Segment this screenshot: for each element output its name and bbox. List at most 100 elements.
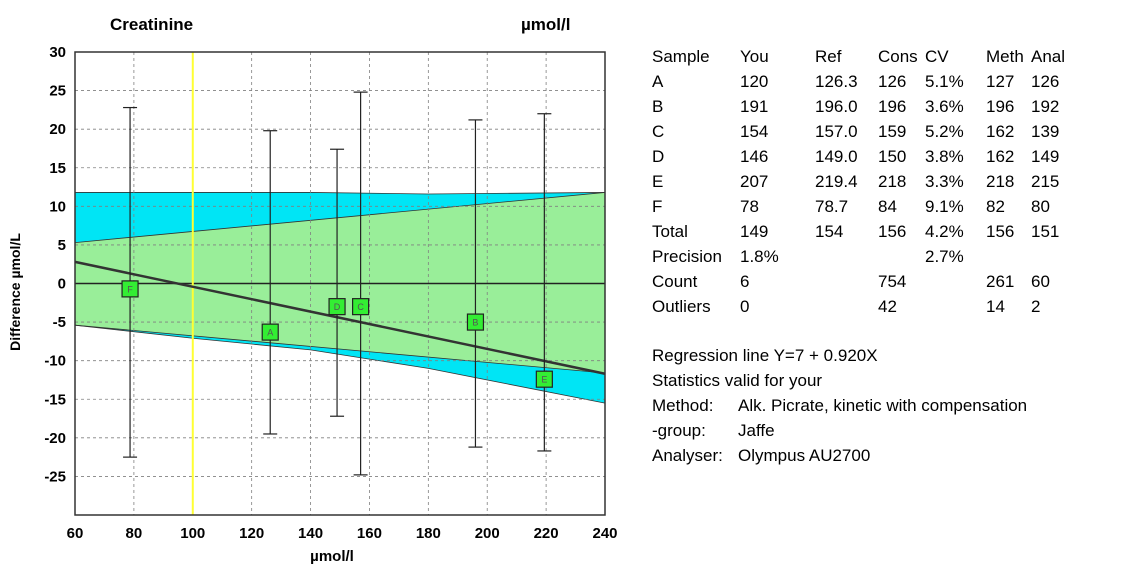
chart-title: Creatinine: [110, 15, 193, 34]
stats-cell: 157.0: [815, 122, 858, 141]
stats-cell: 6: [740, 272, 750, 291]
analyser-value: Olympus AU2700: [738, 446, 871, 465]
statistics-panel: Sample You Ref Cons CV Meth Anal A 120 126.3 126 5.…: [652, 44, 1112, 468]
method-row: Method: Alk. Picrate, kinetic with compen…: [652, 393, 1112, 418]
stats-cell: 78.7: [815, 197, 849, 216]
stats-cell: Outliers: [652, 297, 711, 316]
stats-cell: 126: [1031, 72, 1060, 91]
stats-cell: 207: [740, 172, 769, 191]
x-tick-label: 100: [180, 525, 205, 542]
stats-cell: 2.7%: [925, 247, 964, 266]
stats-cell: 126: [878, 72, 907, 91]
data-point-label: E: [541, 375, 547, 385]
data-point-marker: [535, 370, 553, 388]
data-point-marker: [352, 298, 370, 316]
stats-cell: [925, 269, 986, 294]
stats-cell: F: [652, 197, 663, 216]
stats-cell: 14: [986, 297, 1005, 316]
stats-row: F 78 78.7 84 9.1% 82 80: [652, 194, 1071, 219]
stats-row: Precision 1.8% 2.7%: [652, 244, 1071, 269]
stats-cell: 150: [878, 147, 907, 166]
stats-cell: 162: [986, 122, 1015, 141]
stats-cell: 149: [740, 222, 769, 241]
y-tick-label: -10: [44, 353, 66, 370]
validity-text: Statistics valid for your: [652, 371, 823, 390]
y-tick-label: -25: [44, 468, 66, 485]
y-tick-label: 30: [49, 44, 66, 61]
x-tick-label: 180: [416, 525, 441, 542]
stats-cell: 5.1%: [925, 72, 964, 91]
stats-cell: 1.8%: [740, 247, 779, 266]
stats-header-cell: Cons: [878, 47, 918, 66]
stats-cell: [925, 294, 986, 319]
plot-frame: [74, 51, 606, 516]
regression-line-text: Regression line Y=7 + 0.920X: [652, 346, 878, 365]
stats-cell: 78: [740, 197, 759, 216]
method-value: Alk. Picrate, kinetic with compensation: [738, 396, 1028, 415]
stats-cell: 127: [986, 72, 1015, 91]
x-tick-label: 120: [239, 525, 264, 542]
stats-header-cell: Meth: [986, 47, 1024, 66]
data-point-label: D: [334, 302, 341, 312]
stats-cell: 146: [740, 147, 769, 166]
stats-cell: 3.6%: [925, 97, 964, 116]
inner-band-lower-edge: [74, 324, 606, 374]
stats-cell: C: [652, 122, 665, 141]
stats-cell: 218: [878, 172, 907, 191]
stats-header-cell: CV: [925, 47, 949, 66]
stats-cell: 154: [815, 222, 844, 241]
stats-cell: 60: [1031, 272, 1050, 291]
stats-cell: [815, 294, 878, 319]
stats-cell: 5.2%: [925, 122, 964, 141]
stats-cell: 82: [986, 197, 1005, 216]
stats-row: A 120 126.3 126 5.1% 127 126: [652, 69, 1071, 94]
stats-cell: 218: [986, 172, 1015, 191]
notes-block: Regression line Y=7 + 0.920X Statistics …: [652, 343, 1112, 468]
y-tick-label: -15: [44, 391, 66, 408]
analyser-row: Analyser: Olympus AU2700: [652, 443, 1112, 468]
stats-cell: Count: [652, 272, 698, 291]
stats-cell: 192: [1031, 97, 1060, 116]
data-point-label: B: [472, 318, 478, 328]
regression-line: [74, 260, 606, 376]
stats-cell: A: [652, 72, 664, 91]
data-point-marker: [328, 298, 346, 316]
stats-row: Outliers 0 42 14 2: [652, 294, 1071, 319]
stats-cell: 3.3%: [925, 172, 964, 191]
x-tick-label: 240: [592, 525, 617, 542]
chart-unit-label: µmol/l: [521, 15, 570, 34]
data-point-marker: [466, 313, 485, 331]
y-axis-label: Difference µmol/L: [7, 233, 23, 351]
data-point-label: F: [127, 284, 133, 294]
stats-cell: E: [652, 172, 664, 191]
stats-cell: [1031, 244, 1071, 269]
data-point-marker: [121, 280, 139, 298]
stats-cell: [878, 244, 925, 269]
stats-cell: [815, 244, 878, 269]
outer-band-lower-edge: [74, 324, 606, 404]
stats-cell: Total: [652, 222, 688, 241]
stats-cell: 120: [740, 72, 769, 91]
stats-cell: 196: [878, 97, 907, 116]
y-tick-label: 10: [49, 198, 66, 215]
stats-cell: [815, 269, 878, 294]
x-tick-label: 160: [357, 525, 382, 542]
stats-row: D 146 149.0 150 3.8% 162 149: [652, 144, 1071, 169]
x-tick-label: 200: [475, 525, 500, 542]
stats-cell: 261: [986, 272, 1015, 291]
stats-cell: 0: [740, 297, 750, 316]
y-tick-label: 0: [58, 276, 66, 293]
stats-cell: 3.8%: [925, 147, 964, 166]
stats-cell: 42: [878, 297, 897, 316]
stats-cell: 149: [1031, 147, 1060, 166]
data-point-label: C: [357, 302, 364, 312]
stats-cell: 196: [986, 97, 1015, 116]
stats-cell: D: [652, 147, 665, 166]
stats-row: Count 6 754 261 60: [652, 269, 1071, 294]
stats-cell: 151: [1031, 222, 1060, 241]
stats-header-cell: Sample: [652, 47, 710, 66]
x-tick-label: 140: [298, 525, 323, 542]
stats-cell: 4.2%: [925, 222, 964, 241]
y-tick-label: 20: [49, 121, 66, 138]
stats-cell: 159: [878, 122, 907, 141]
